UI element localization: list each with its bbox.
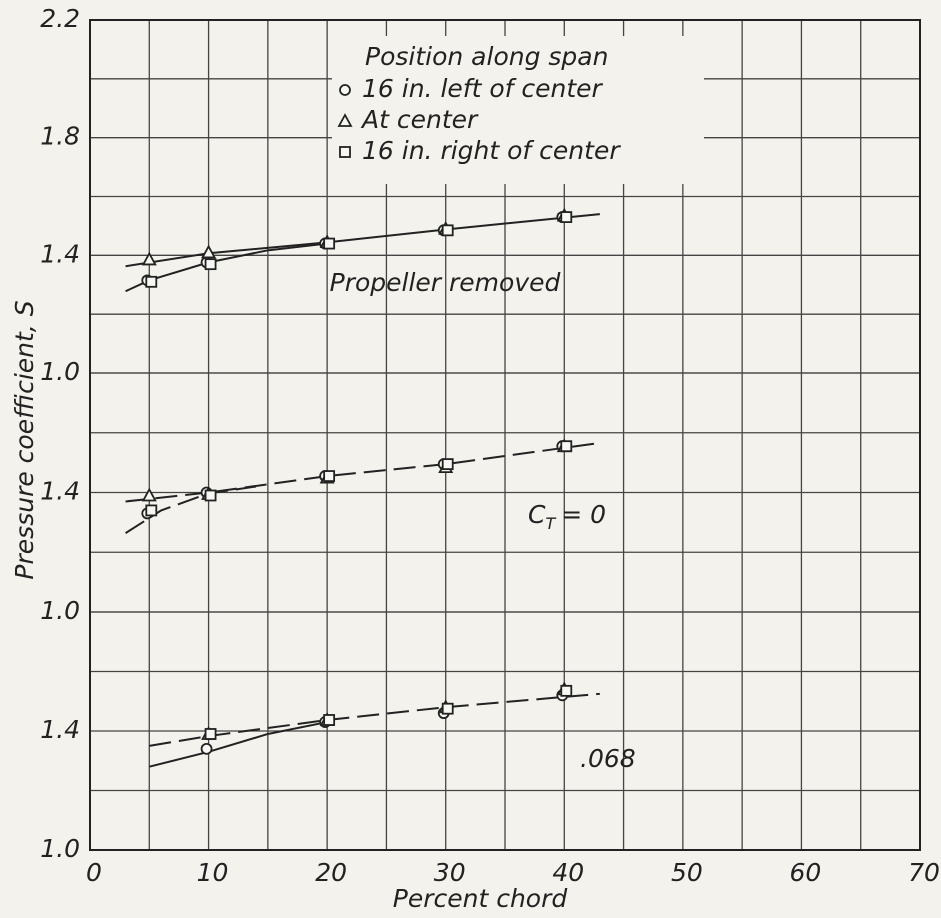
marker-square — [323, 470, 336, 482]
y-tick-label: 1.4 — [40, 477, 80, 506]
annotation: CT = 0 — [528, 500, 606, 533]
y-axis-title: Pressure coefficient, S — [10, 300, 39, 579]
marker-square — [441, 702, 454, 715]
x-tick-label: 0 — [86, 858, 102, 887]
plot-frame — [89, 19, 921, 851]
legend-label: 16 in. left of center — [362, 74, 604, 103]
y-tick-label: 1.0 — [40, 834, 80, 863]
annotation: Propeller removed — [330, 268, 561, 297]
x-tick-label: 60 — [790, 858, 822, 887]
legend-marker — [337, 113, 353, 127]
fit-curve — [125, 213, 600, 268]
y-tick-label: 1.0 — [40, 596, 80, 625]
marker-triangle — [141, 251, 157, 266]
x-tick-label: 70 — [908, 858, 940, 887]
marker-square — [441, 458, 454, 471]
annotation-symbol: C — [528, 500, 546, 529]
annotation-subscript: T — [545, 514, 556, 533]
marker-square — [204, 728, 217, 740]
marker-square — [145, 275, 158, 288]
marker-circle — [200, 742, 213, 755]
marker-triangle — [201, 244, 217, 259]
marker-square — [323, 237, 336, 250]
marker-square — [441, 224, 454, 237]
legend-label: 16 in. right of center — [362, 136, 621, 165]
marker-square — [560, 440, 573, 453]
y-tick-label: 1.4 — [40, 239, 80, 268]
marker-square — [560, 684, 573, 697]
x-tick-label: 10 — [197, 858, 229, 887]
fit-curve — [149, 721, 328, 768]
marker-square — [204, 258, 217, 271]
fit-curve — [125, 485, 257, 534]
fit-curve — [149, 692, 600, 747]
x-tick-label: 30 — [434, 858, 466, 887]
marker-square — [560, 211, 573, 223]
marker-square — [145, 504, 158, 517]
legend-marker — [339, 84, 351, 96]
legend-label: At center — [360, 105, 479, 134]
marker-square — [323, 714, 336, 726]
x-axis-title: Percent chord — [393, 884, 568, 913]
annotation: .068 — [580, 744, 636, 773]
y-tick-label: 1.8 — [40, 122, 80, 151]
annotation-text: = 0 — [561, 500, 606, 529]
fit-curve — [125, 441, 600, 503]
y-tick-label: 1.4 — [40, 715, 80, 744]
x-tick-label: 40 — [552, 858, 584, 887]
x-tick-label: 20 — [315, 858, 347, 887]
legend-marker — [339, 146, 351, 158]
legend-title: Position along span — [365, 42, 608, 71]
y-tick-label: 1.0 — [40, 357, 80, 386]
x-tick-label: 50 — [671, 858, 703, 887]
marker-triangle — [141, 487, 157, 502]
y-tick-label: 2.2 — [40, 4, 80, 33]
marker-square — [204, 489, 217, 502]
legend-box — [332, 36, 704, 184]
